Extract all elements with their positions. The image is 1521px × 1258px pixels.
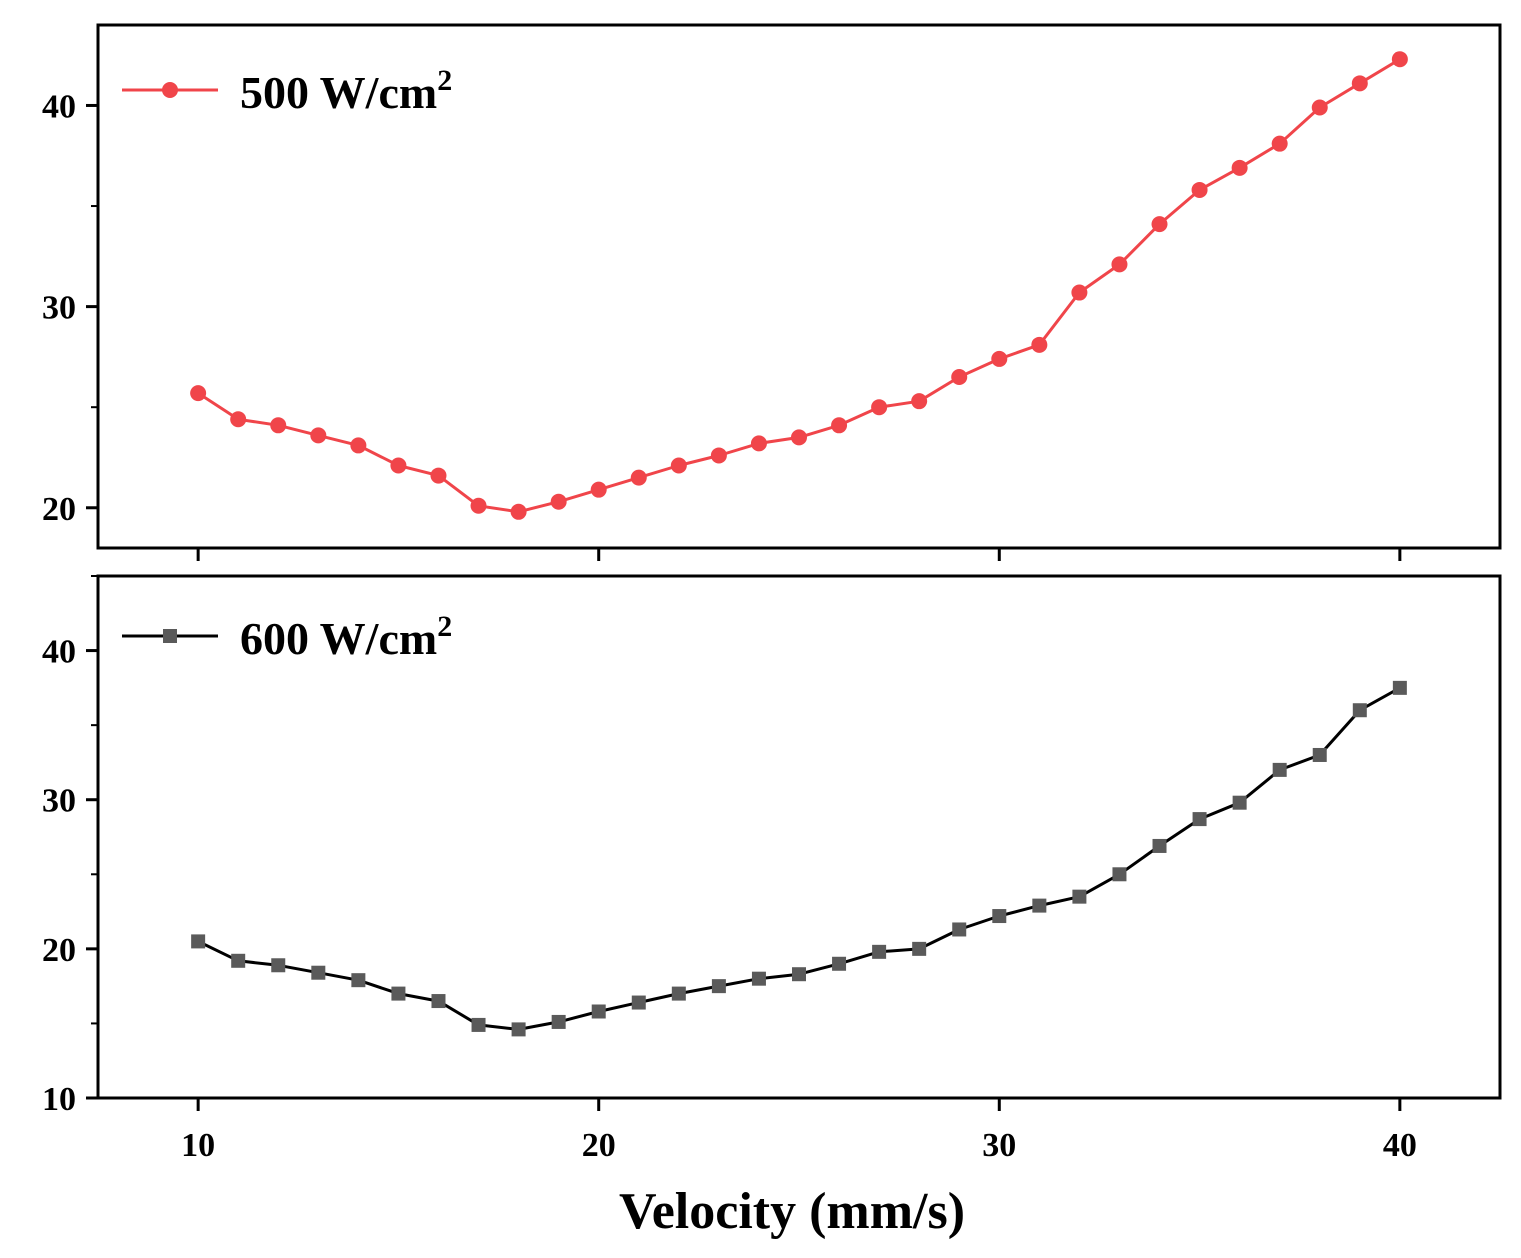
data-point: [311, 965, 326, 980]
data-point: [1071, 284, 1088, 301]
data-point: [350, 437, 367, 454]
data-point: [1112, 867, 1127, 882]
data-point: [1311, 99, 1328, 116]
panel-600: 10 20 30 40 10 20 30 40 600 W/cm2: [42, 574, 1502, 1164]
legend-superscript-600: 2: [437, 610, 452, 643]
x-tick-label: 20: [582, 1127, 616, 1164]
legend-marker-600: [163, 629, 177, 643]
data-point: [190, 385, 207, 402]
plot-frame: [96, 23, 1502, 550]
data-point: [550, 493, 567, 510]
y-tick-label: 30: [42, 290, 76, 327]
data-point: [1151, 216, 1168, 233]
data-point: [471, 1017, 486, 1032]
data-point: [511, 1022, 526, 1037]
data-point: [390, 457, 407, 474]
data-point: [952, 922, 967, 937]
plot-frame: [96, 574, 1502, 1100]
data-point: [750, 435, 767, 452]
data-point: [711, 979, 726, 994]
data-point: [1272, 762, 1287, 777]
data-point: [1352, 703, 1367, 718]
data-point: [630, 469, 647, 486]
data-point: [872, 944, 887, 959]
data-point: [551, 1014, 566, 1029]
y-tick-label: 30: [42, 783, 76, 820]
legend-label-500: 500 W/cm2: [240, 64, 452, 118]
data-point: [510, 503, 527, 520]
panel-500: 20 30 40 500 W/cm2: [42, 23, 1502, 561]
y-tick-label: 10: [42, 1081, 76, 1118]
data-point: [1392, 680, 1407, 695]
y-tick-label: 40: [42, 634, 76, 671]
data-point: [951, 369, 968, 386]
data-point: [631, 995, 646, 1010]
data-point: [991, 350, 1008, 367]
data-point: [1351, 75, 1368, 92]
y-tick-label: 20: [42, 932, 76, 969]
data-point: [270, 417, 287, 434]
data-point: [431, 994, 446, 1009]
data-point: [671, 986, 686, 1001]
data-point: [191, 934, 206, 949]
ticks-500: 20 30 40: [42, 88, 1402, 561]
data-point: [590, 481, 607, 498]
data-point: [911, 393, 928, 410]
data-point: [1312, 747, 1327, 762]
data-point: [310, 427, 327, 444]
data-point: [1232, 795, 1247, 810]
x-tick-label: 10: [181, 1127, 215, 1164]
data-point: [351, 973, 366, 988]
data-point: [1152, 838, 1167, 853]
x-axis-label: Velocity (mm/s): [619, 1183, 965, 1240]
x-tick-label: 40: [1383, 1127, 1417, 1164]
ticks-600: 10 20 30 40 10 20 30 40: [42, 575, 1417, 1164]
data-point: [230, 411, 247, 428]
data-point: [391, 986, 406, 1001]
data-point: [751, 971, 766, 986]
data-point: [792, 967, 806, 982]
data-point: [670, 457, 687, 474]
legend-600: 600 W/cm2: [122, 610, 452, 664]
data-point: [591, 1004, 606, 1019]
legend-500: 500 W/cm2: [122, 64, 452, 118]
data-point: [1111, 256, 1128, 273]
data-point: [1072, 889, 1087, 904]
data-point: [430, 467, 447, 484]
data-point: [992, 909, 1007, 924]
y-tick-label: 40: [42, 88, 76, 125]
legend-superscript-500: 2: [437, 64, 452, 97]
series-600: [191, 680, 1407, 1037]
y-tick-label: 20: [42, 491, 76, 528]
data-point: [1192, 812, 1207, 827]
data-point: [470, 497, 487, 514]
data-point: [832, 956, 847, 971]
legend-marker-500: [162, 82, 178, 98]
data-point: [271, 958, 286, 973]
data-point: [1191, 181, 1208, 198]
legend-label-600: 600 W/cm2: [240, 610, 452, 664]
legend-text-600: 600 W/cm: [240, 613, 437, 664]
data-point: [831, 417, 848, 434]
series-500: [190, 51, 1408, 520]
data-point: [1391, 51, 1408, 68]
data-point: [912, 941, 927, 956]
x-tick-label: 30: [982, 1127, 1016, 1164]
legend-text-500: 500 W/cm: [240, 67, 437, 118]
data-point: [710, 447, 727, 464]
data-point: [1271, 135, 1288, 152]
data-point: [1031, 336, 1048, 353]
data-point: [1032, 898, 1047, 913]
data-point: [871, 399, 888, 416]
data-point: [231, 953, 246, 968]
data-point: [1231, 159, 1248, 176]
data-point: [791, 429, 807, 446]
